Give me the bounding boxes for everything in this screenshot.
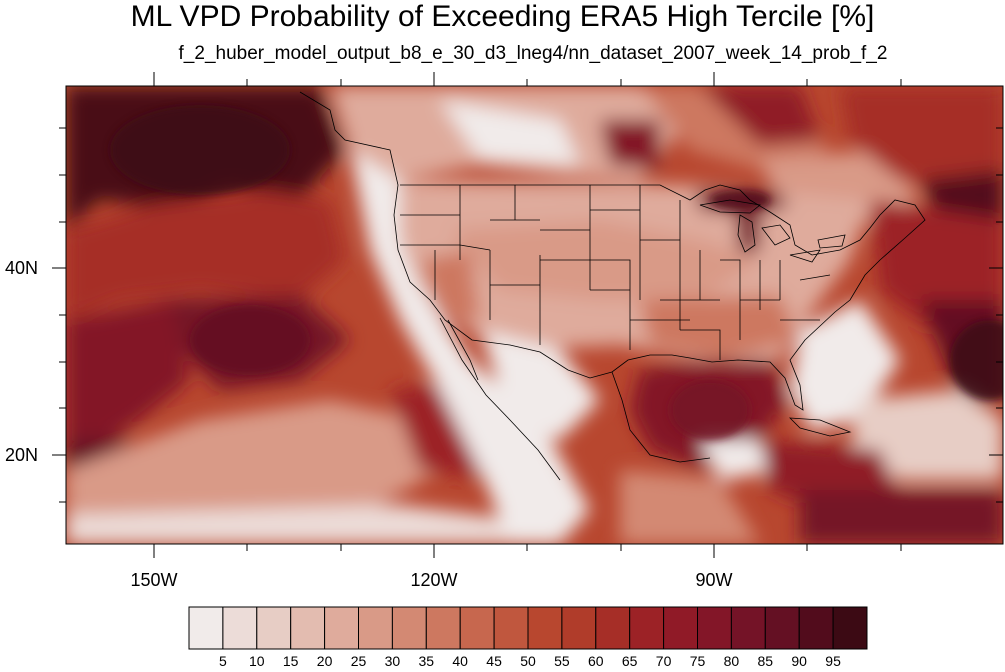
tick-marks: [52, 72, 1003, 558]
colorbar-label: 40: [452, 653, 468, 669]
lat-label-40n: 40N: [4, 258, 38, 278]
lon-label-90w: 90W: [695, 570, 733, 590]
map-panel: [52, 72, 1004, 558]
map-subtitle: f_2_huber_model_output_b8_e_30_d3_lneg4/…: [178, 43, 888, 64]
colorbar-label: 65: [621, 653, 638, 669]
colorbar-swatch: [798, 606, 834, 650]
probability-field: [66, 86, 1003, 544]
colorbar-label: 60: [588, 653, 604, 669]
political-boundaries: [299, 91, 926, 481]
colorbar-swatch: [629, 606, 665, 650]
colorbar-swatch: [832, 606, 868, 650]
colorbar-swatch: [324, 606, 360, 650]
colorbar-swatch: [290, 606, 326, 650]
colorbar-swatch: [222, 606, 258, 650]
colorbar-swatch: [391, 606, 427, 650]
colorbar-label: 85: [757, 653, 774, 669]
colorbar-label: 55: [554, 653, 570, 669]
colorbar-swatch: [595, 606, 631, 650]
colorbar-label: 10: [249, 653, 265, 669]
colorbar-label: 30: [384, 653, 401, 669]
colorbar-swatch: [425, 606, 461, 650]
colorbar-swatch: [527, 606, 563, 650]
lon-label-120w: 120W: [410, 570, 458, 590]
colorbar-label: 45: [486, 653, 502, 669]
colorbar-swatch: [358, 606, 393, 650]
colorbar: [188, 606, 868, 650]
colorbar-swatch: [697, 606, 732, 650]
colorbar-label: 35: [418, 653, 435, 669]
colorbar-swatch: [493, 606, 529, 650]
colorbar-swatch: [459, 606, 495, 650]
colorbar-label: 50: [520, 653, 536, 669]
colorbar-label: 80: [723, 653, 740, 669]
colorbar-swatch: [256, 606, 292, 650]
colorbar-label: 90: [791, 653, 807, 669]
colorbar-swatch: [764, 606, 800, 650]
colorbar-swatch: [561, 606, 597, 650]
colorbar-swatch: [730, 606, 766, 650]
lat-label-20n: 20N: [4, 445, 38, 465]
colorbar-label: 5: [218, 653, 227, 669]
colorbar-label: 95: [825, 653, 841, 669]
colorbar-swatch: [188, 606, 224, 650]
colorbar-label: 25: [350, 653, 367, 669]
map-title: ML VPD Probability of Exceeding ERA5 Hig…: [130, 0, 875, 33]
colorbar-label: 75: [689, 653, 706, 669]
colorbar-label: 70: [655, 653, 672, 669]
colorbar-label: 20: [316, 653, 333, 669]
colorbar-swatch: [663, 606, 699, 650]
lon-label-150w: 150W: [130, 570, 178, 590]
colorbar-label: 15: [282, 653, 299, 669]
